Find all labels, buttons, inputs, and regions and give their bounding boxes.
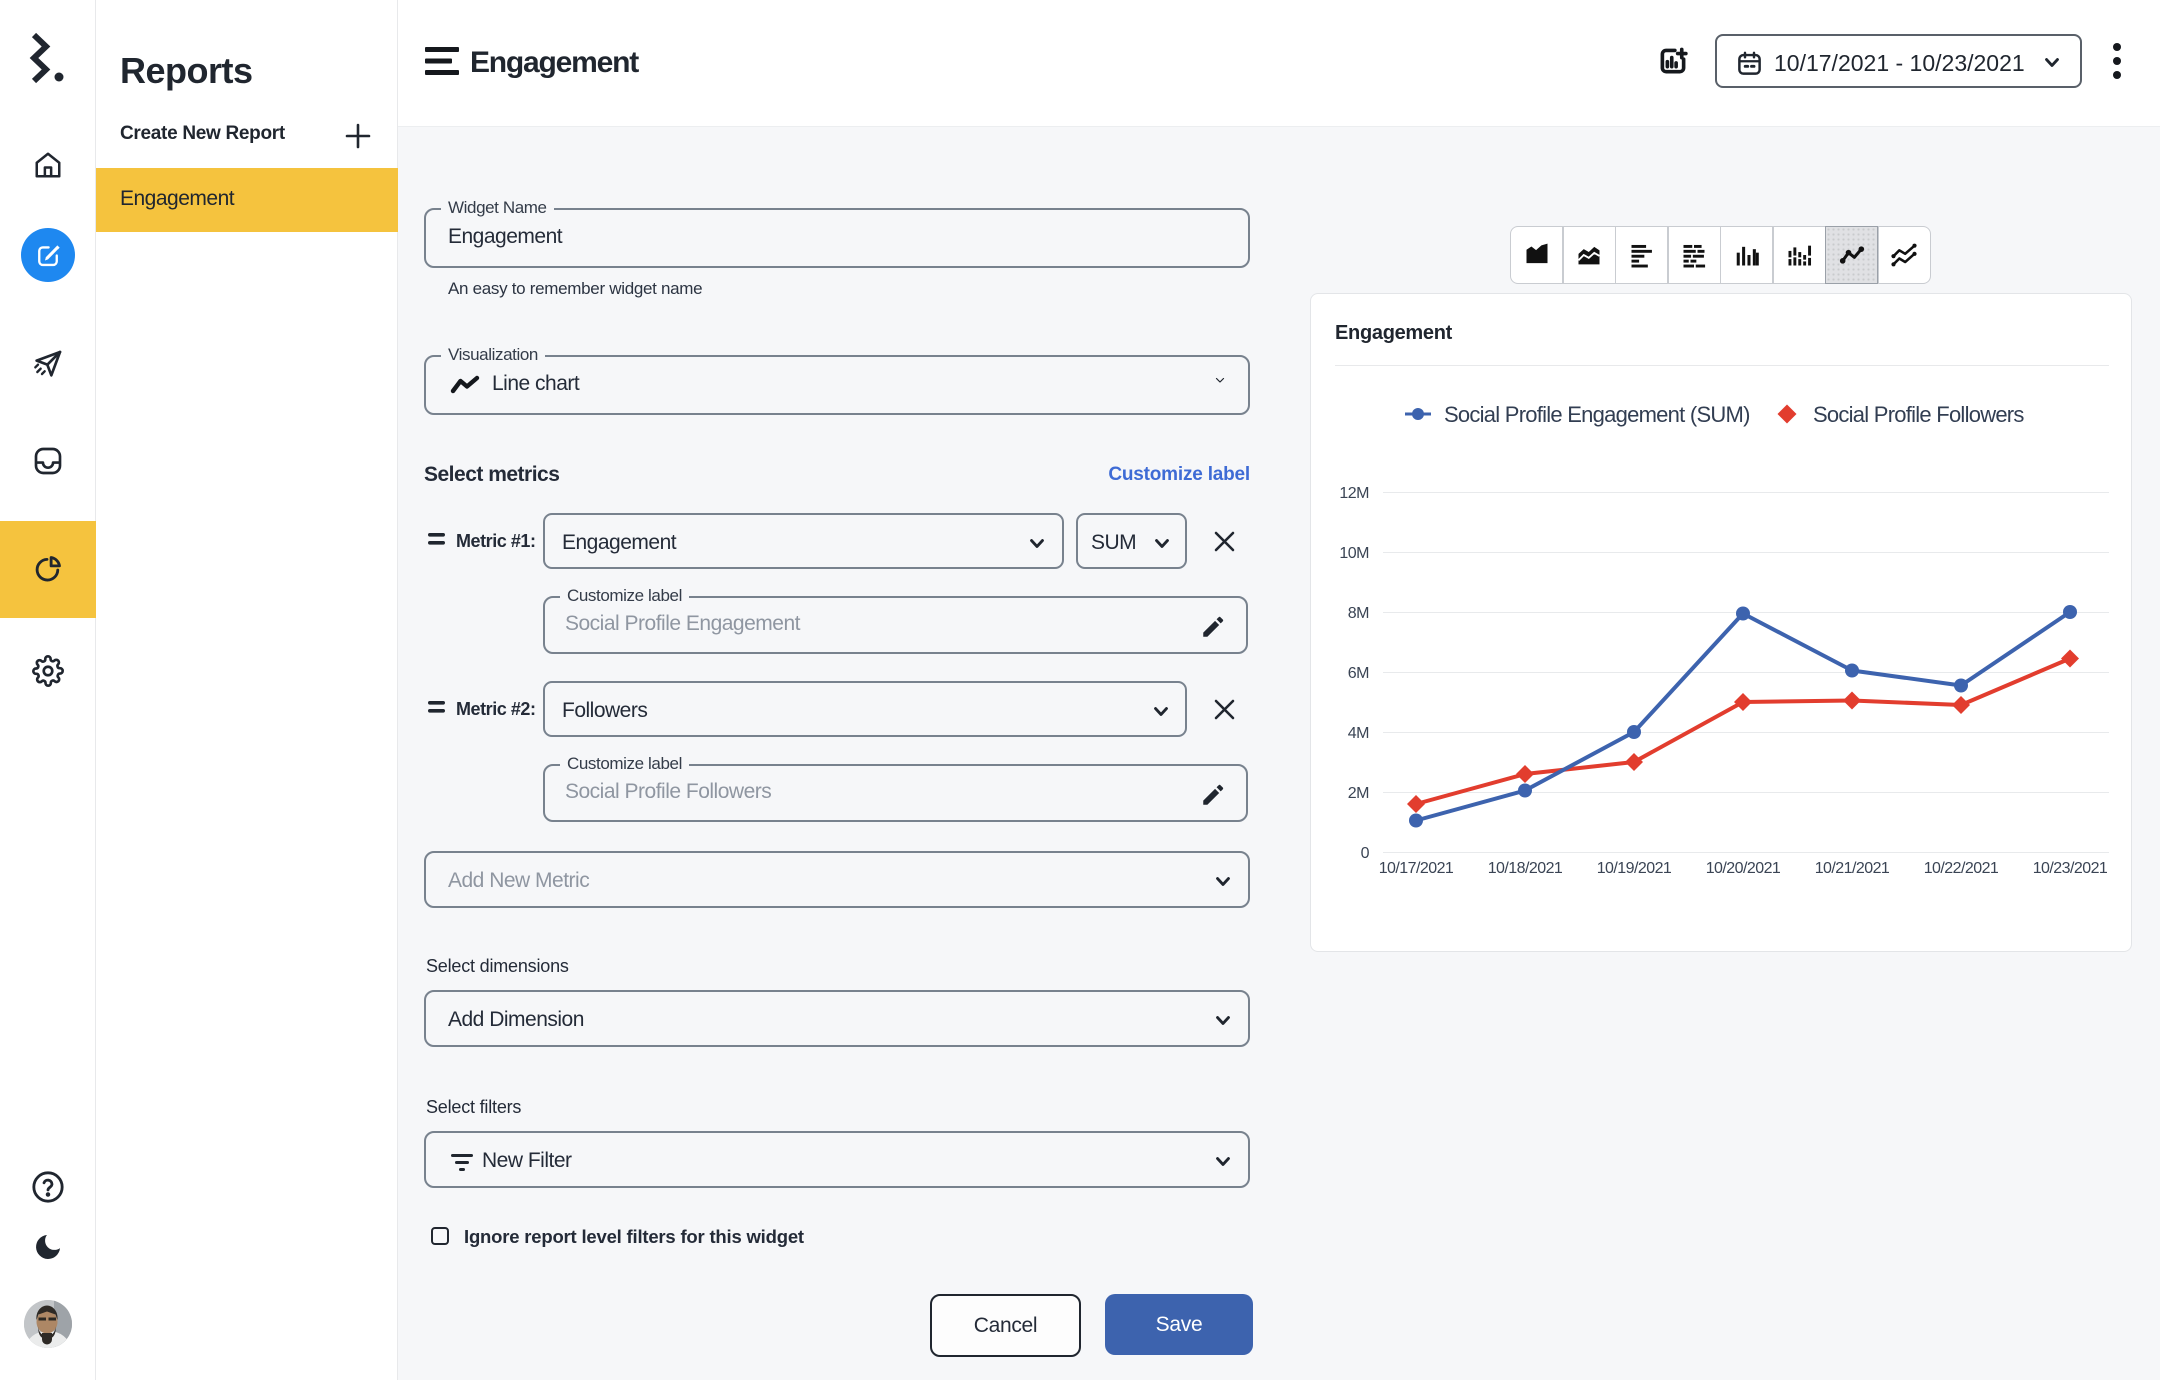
svg-text:10/19/2021: 10/19/2021	[1597, 860, 1672, 877]
svg-text:10/21/2021: 10/21/2021	[1815, 860, 1890, 877]
svg-text:6M: 6M	[1348, 665, 1369, 682]
svg-text:10/22/2021: 10/22/2021	[1924, 860, 1999, 877]
svg-text:0: 0	[1361, 845, 1370, 862]
svg-text:10/17/2021: 10/17/2021	[1379, 860, 1454, 877]
svg-text:10/18/2021: 10/18/2021	[1488, 860, 1563, 877]
svg-text:10/20/2021: 10/20/2021	[1706, 860, 1781, 877]
svg-text:8M: 8M	[1348, 605, 1369, 622]
svg-text:2M: 2M	[1348, 785, 1369, 802]
svg-text:10/23/2021: 10/23/2021	[2033, 860, 2108, 877]
svg-text:4M: 4M	[1348, 725, 1369, 742]
svg-text:12M: 12M	[1339, 485, 1369, 502]
svg-text:10M: 10M	[1339, 545, 1369, 562]
